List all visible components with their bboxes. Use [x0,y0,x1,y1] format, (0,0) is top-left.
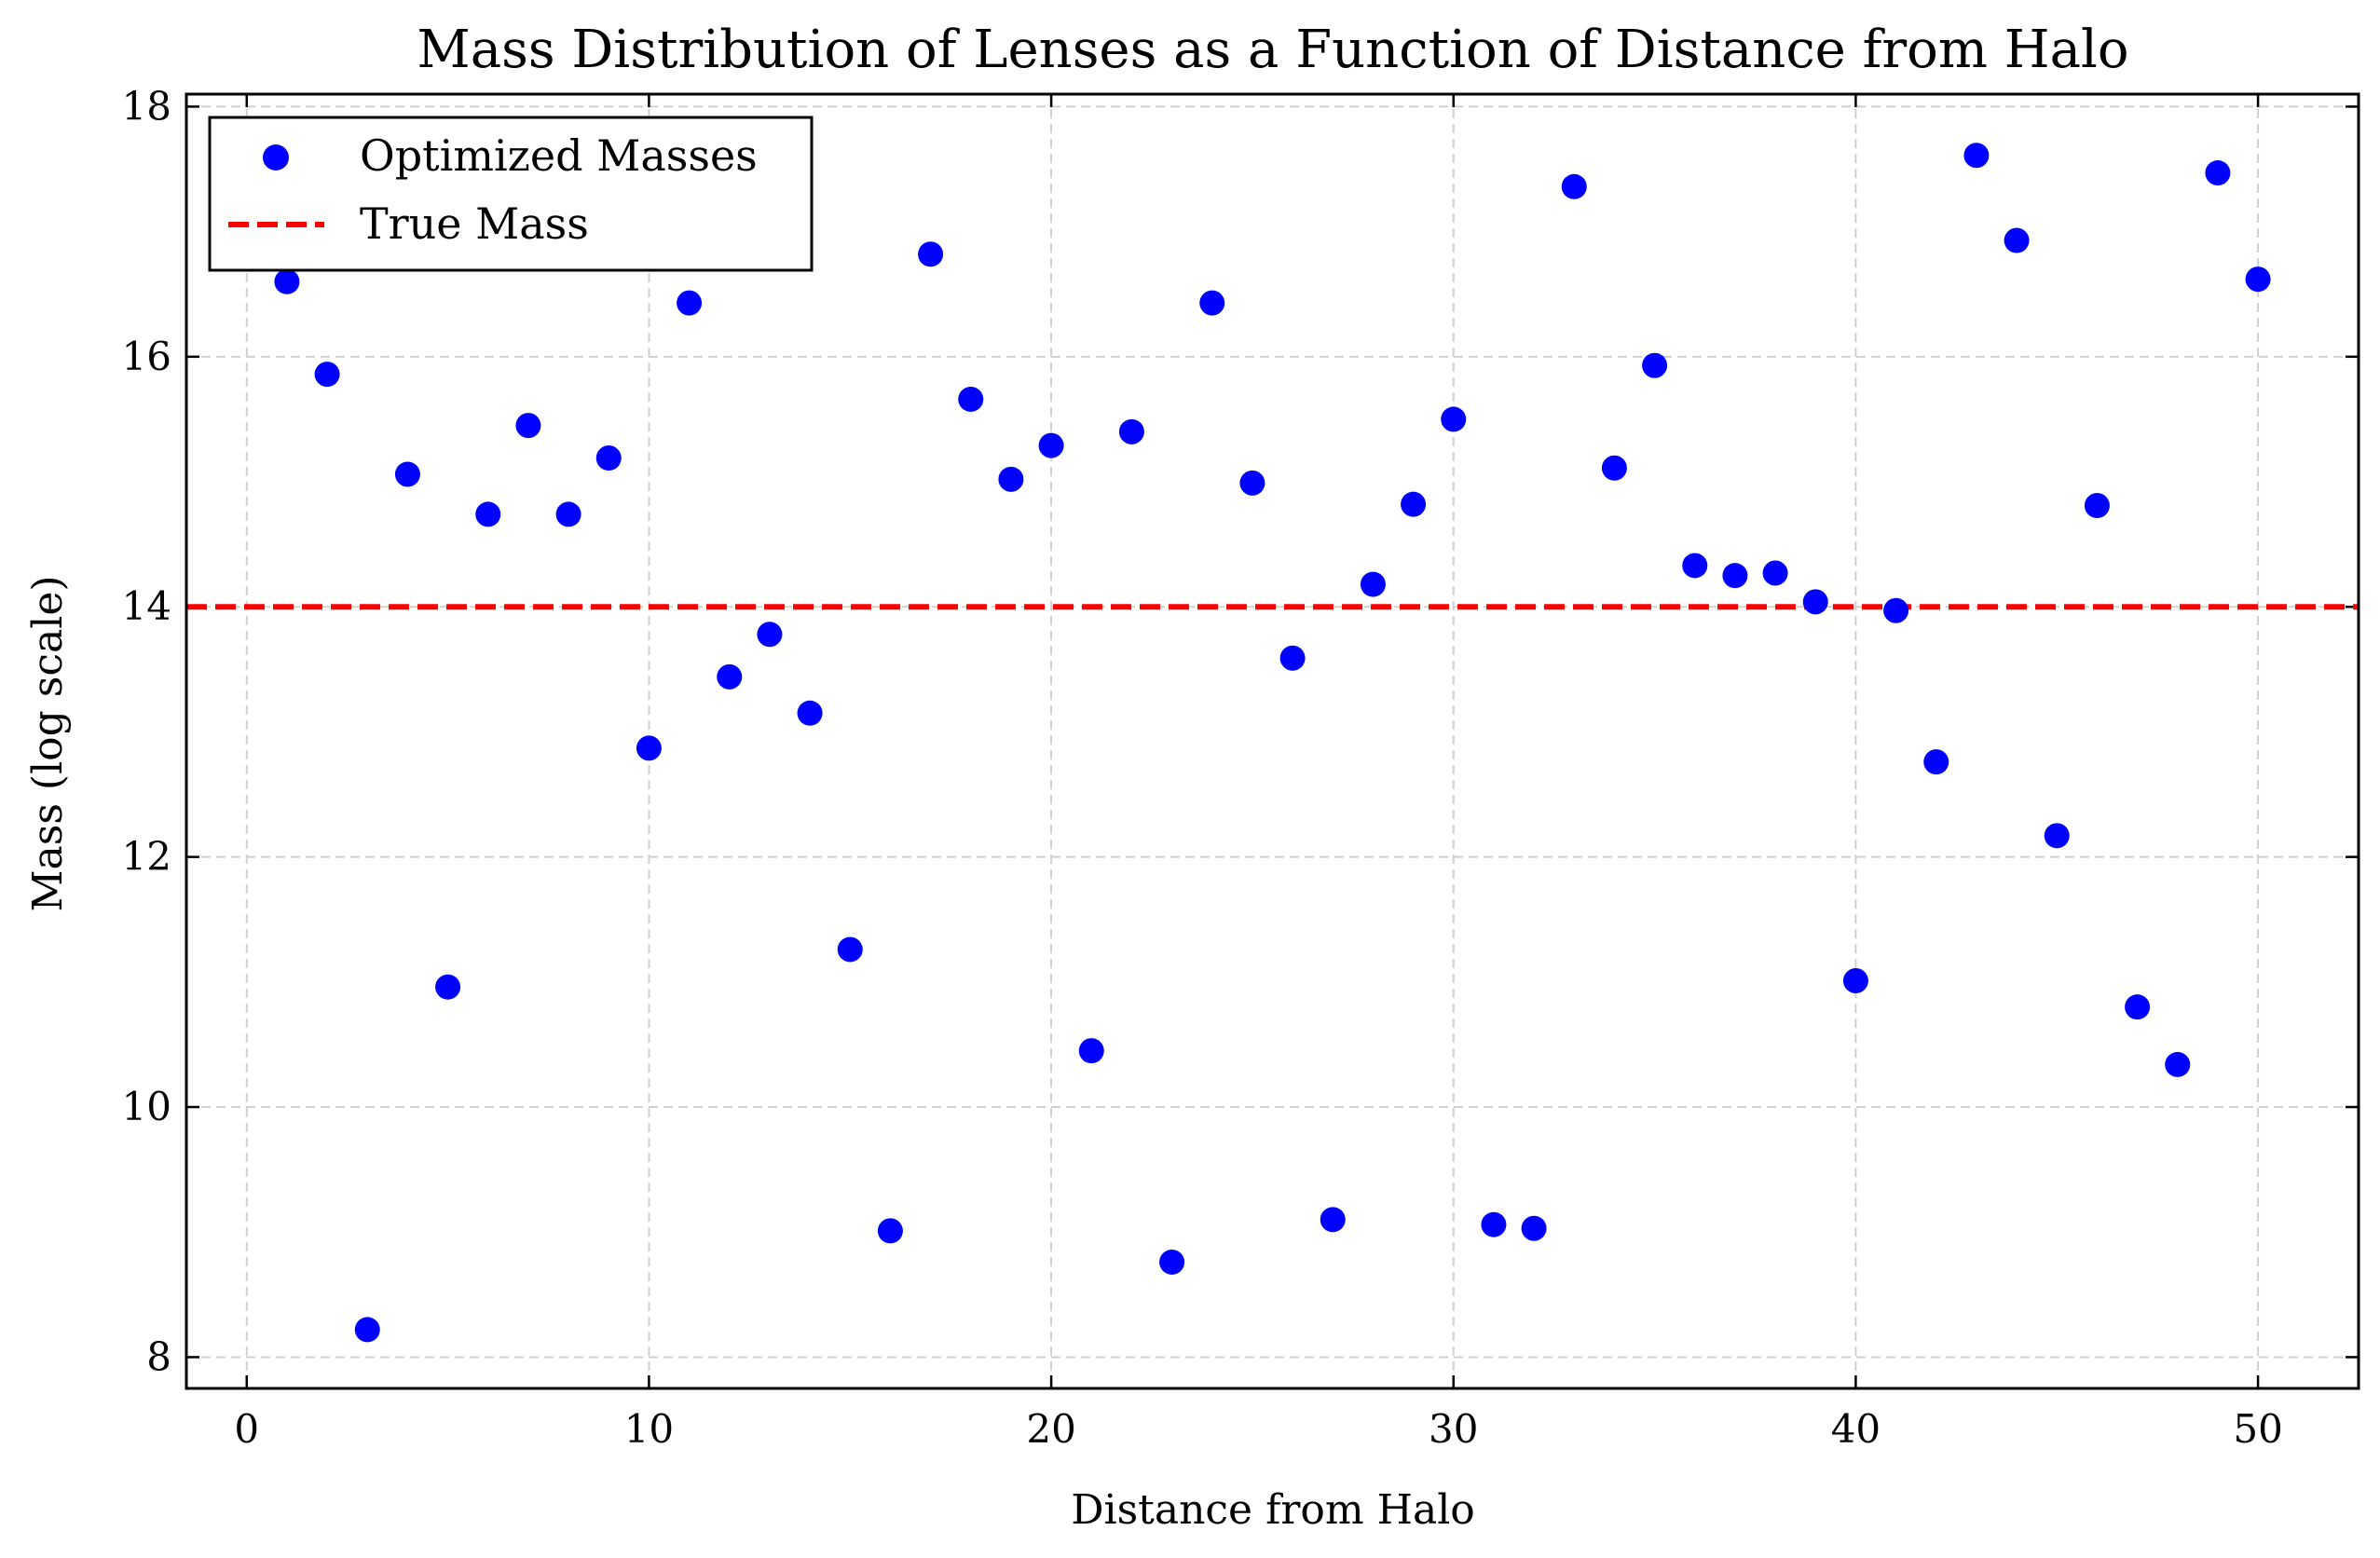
y-ticks: 8 10 12 14 16 18 [122,83,2359,1379]
data-point [2165,1052,2190,1077]
data-point [838,936,863,962]
x-tick-label: 20 [1026,1406,1075,1452]
data-point [798,701,823,726]
y-tick-label: 8 [146,1333,171,1379]
data-point [2004,228,2030,253]
x-tick-label: 0 [234,1406,259,1452]
data-point [1602,456,1627,481]
grid [186,94,2359,1388]
data-point [475,501,500,526]
data-point [1562,174,1587,199]
legend-marker-optimized-masses [263,144,289,171]
data-point [596,445,622,471]
data-point [274,269,299,294]
data-point [435,975,460,1000]
y-tick-label: 18 [122,83,171,129]
data-point [2205,160,2230,185]
data-point [918,241,943,266]
data-point [1963,143,1989,168]
plot-area [186,143,2359,1342]
data-point [1039,433,1064,458]
data-point [1722,563,1747,588]
data-point [636,735,662,760]
legend: Optimized Masses True Mass [210,117,812,270]
data-point [1361,572,1386,597]
legend-label-true-mass: True Mass [360,198,589,249]
data-point [1481,1212,1506,1237]
data-point [2085,493,2110,518]
data-point [1079,1038,1104,1063]
data-point [958,387,983,412]
data-point [1682,553,1707,578]
data-point [556,501,581,526]
data-point [1119,419,1144,444]
x-axis-label: Distance from Halo [1071,1486,1475,1534]
data-point [717,664,742,690]
data-point [1401,492,1426,517]
legend-label-optimized-masses: Optimized Masses [360,130,758,181]
x-tick-label: 50 [2233,1406,2282,1452]
data-point [395,461,420,486]
x-tick-label: 10 [624,1406,674,1452]
data-point [1763,560,1788,585]
data-point [1923,749,1949,774]
data-point [315,362,340,387]
x-tick-label: 30 [1429,1406,1478,1452]
data-point [1320,1207,1346,1232]
data-point [2246,266,2271,292]
y-tick-label: 14 [122,583,171,629]
x-ticks: 0 10 20 30 40 50 [234,94,2282,1452]
chart-title: Mass Distribution of Lenses as a Functio… [417,20,2128,80]
data-point [1642,353,1667,378]
data-point [677,291,702,316]
data-point [1239,471,1265,496]
data-point [1441,406,1466,431]
data-point [1199,291,1224,316]
data-point [878,1218,903,1243]
y-tick-label: 12 [122,834,171,880]
data-point [1843,968,1868,993]
data-point [2045,823,2070,848]
data-point [1522,1216,1547,1241]
data-point [355,1317,380,1342]
data-point [1803,589,1828,614]
data-point [998,467,1023,492]
axes-frame [186,94,2359,1388]
data-point [515,413,540,438]
data-point [1159,1250,1184,1275]
data-point [1883,598,1908,623]
y-tick-label: 16 [122,334,171,379]
y-axis-label: Mass (log scale) [24,575,72,911]
y-tick-label: 10 [122,1084,171,1129]
data-point [757,622,782,647]
data-point [2125,994,2150,1019]
x-tick-label: 40 [1831,1406,1881,1452]
data-point [1280,646,1306,671]
